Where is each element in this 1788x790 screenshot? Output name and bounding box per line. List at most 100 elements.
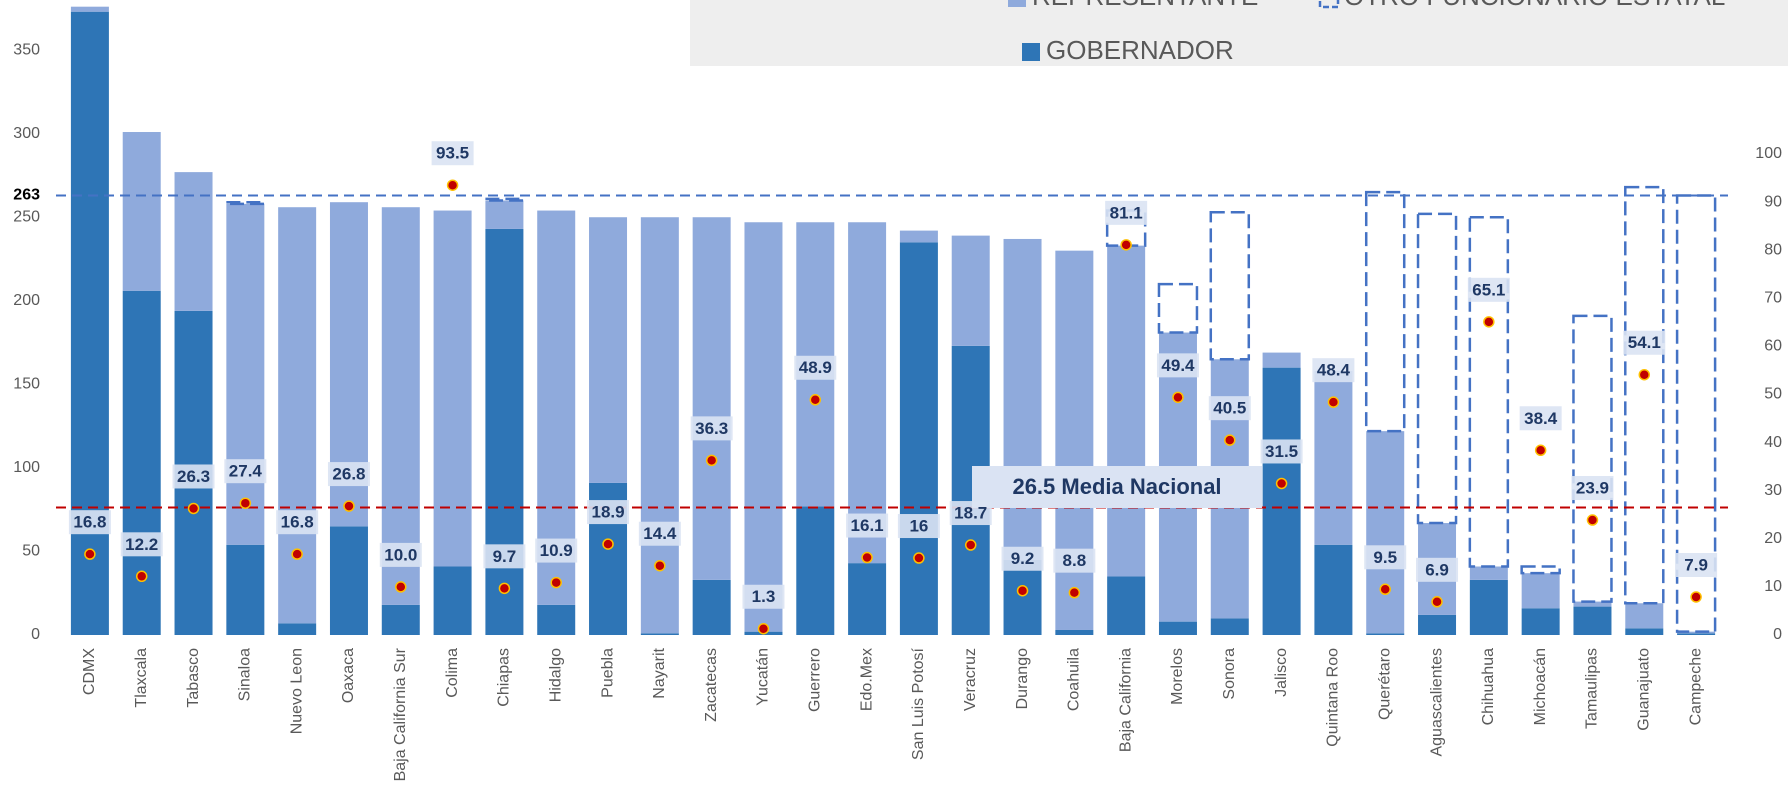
percent-dot [1327,396,1340,408]
y2-tick-label: 30 [1764,482,1782,499]
value-label-bg [1105,200,1148,225]
percent-dot [913,552,925,564]
percent-dot [239,497,252,509]
y2-tick-label: 20 [1764,530,1782,547]
bar-segment-outline [1416,212,1458,525]
bar-segment-outline [1157,282,1199,334]
bar-segment [1107,576,1146,635]
x-tick-label: Baja California [1117,648,1134,752]
y2-tick-label: 0 [1773,626,1782,643]
y2-tick-label: 50 [1764,386,1782,403]
y-tick-label: 250 [13,208,40,225]
value-label: 54.1 [1628,333,1661,352]
bar-segment [1262,352,1301,368]
x-tick-label: Morelos [1169,648,1186,705]
bar-segment [1573,601,1612,607]
x-tick-label: Oaxaca [340,648,357,703]
legend-swatch [1022,43,1040,61]
percent-dot [1690,591,1702,603]
x-tick-label: Hidalgo [547,648,564,702]
bar-segment [1003,559,1042,635]
y2-tick-label: 80 [1764,241,1782,258]
y-tick-label: 0 [31,626,40,643]
value-label-bg [587,500,630,525]
x-tick-label: Nuevo Leon [288,648,305,734]
bar-segment [70,11,109,635]
value-label-bg [1312,358,1355,383]
x-tick-label: Coahuila [1066,648,1083,711]
bar-segment [1366,431,1405,634]
value-label: 8.8 [1063,551,1087,570]
value-label: 48.4 [1317,361,1351,380]
percent-dot [187,502,200,515]
value-label: 18.9 [591,503,624,522]
x-tick-label: Chiapas [496,648,513,707]
value-label-bg [120,532,163,557]
bar-segment-outline [1624,185,1665,605]
bar-segment [1366,633,1405,635]
bar-segment [1677,633,1716,635]
percent-dot [602,538,614,550]
value-label-bg [1623,330,1666,355]
value-label-bg [1675,552,1718,577]
value-label-bg [535,538,578,563]
value-label: 27.4 [229,462,263,481]
value-label: 36.3 [695,419,728,438]
y2-tick-label: 60 [1764,338,1782,355]
x-tick-label: Edo.Mex [858,648,875,711]
x-tick-label: Guerrero [807,648,824,712]
bar-segment [70,6,109,12]
y-tick-label: 350 [13,41,40,58]
value-label-bg [949,501,992,526]
value-label-bg [172,464,215,489]
value-label: 10.0 [384,545,417,564]
bar-segment [122,290,161,635]
x-tick-label: Durango [1014,648,1031,709]
percent-dot [291,548,303,560]
bar-segment [692,217,731,580]
x-tick-label: Aguascalientes [1428,648,1445,757]
percent-dot [1483,316,1495,328]
y2-tick-label: 40 [1764,434,1782,451]
percent-dot [1431,596,1443,608]
bar-segment [1314,544,1353,635]
percent-dot [1638,368,1651,381]
value-label: 9.2 [1011,549,1035,568]
bar-segment [329,526,368,635]
bar-segment [1107,245,1146,577]
value-label-bg [431,141,474,166]
x-tick-label: San Luis Potosí [910,647,927,760]
bar-segment [278,623,317,635]
value-label: 6.9 [1425,560,1449,579]
value-label-bg [68,510,111,535]
legend-box [690,0,1788,66]
y2-tick-label: 70 [1764,289,1782,306]
percent-dot [861,551,873,564]
value-label: 18.7 [954,504,987,523]
x-tick-label: Michoacán [1532,648,1549,725]
value-label-bg [1571,476,1614,501]
value-label-bg [1364,545,1407,570]
bar-segment-outline [1468,215,1510,568]
bar-segment [1625,628,1664,635]
percent-dot [1172,391,1184,404]
percent-dot [705,454,718,467]
value-label-bg [327,462,370,487]
value-label-bg [638,521,681,546]
percent-dot [654,559,666,572]
bar-segment-outline [1675,194,1717,633]
legend-label: REPRESENTANTE [1032,0,1258,11]
percent-dot [1224,434,1236,446]
y2-tick-label: 10 [1764,578,1782,595]
x-tick-label: Tamaulipas [1584,648,1601,729]
percent-dot [1586,514,1599,526]
value-label: 38.4 [1524,409,1558,428]
value-label-bg [1053,548,1096,573]
bar-segment [744,222,783,632]
value-label: 16.8 [73,513,106,532]
bar-segment [485,228,524,635]
legend-swatch [1318,0,1340,9]
x-tick-label: Yucatán [755,648,772,706]
x-tick-label: Veracruz [962,648,979,711]
value-label-bg [742,584,785,609]
